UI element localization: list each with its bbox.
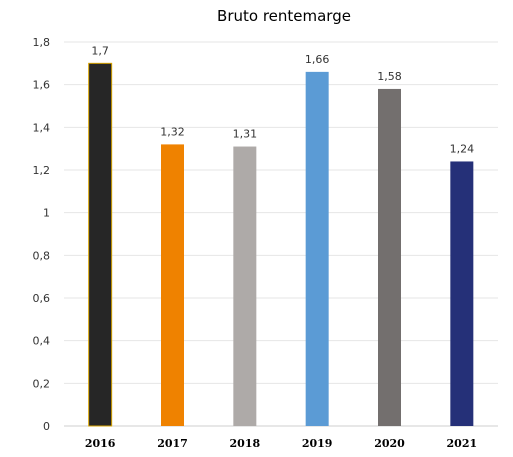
data-label-2017: 1,32 bbox=[160, 125, 185, 138]
data-label-2019: 1,66 bbox=[305, 53, 330, 66]
bar-2018 bbox=[233, 146, 257, 427]
data-labels: 1,7 1,32 1,31 1,66 1,58 1,24 bbox=[91, 44, 474, 155]
y-tick-label: 1,2 bbox=[33, 164, 51, 177]
x-tick-label-2021: 2021 bbox=[447, 437, 478, 450]
bar-2019 bbox=[305, 71, 329, 426]
bar-2020 bbox=[378, 88, 401, 426]
y-tick-label: 0 bbox=[43, 420, 50, 433]
y-tick-label: 0,4 bbox=[33, 335, 51, 348]
x-tick-label-2017: 2017 bbox=[157, 437, 188, 450]
y-tick-label: 1,4 bbox=[33, 121, 51, 134]
data-label-2016: 1,7 bbox=[91, 44, 109, 57]
data-label-2021: 1,24 bbox=[450, 142, 475, 155]
data-label-2020: 1,58 bbox=[377, 70, 402, 83]
x-axis-ticks: 2016 2017 2018 2019 2020 2021 bbox=[85, 437, 477, 450]
data-label-2018: 1,31 bbox=[233, 128, 258, 141]
x-tick-label-2020: 2020 bbox=[374, 437, 405, 450]
y-axis-ticks: 0 0,2 0,4 0,6 0,8 1 1,2 1,4 1,6 1,8 bbox=[33, 36, 51, 433]
bar-2016 bbox=[88, 62, 113, 427]
y-tick-label: 0,2 bbox=[33, 377, 51, 390]
y-tick-label: 0,6 bbox=[33, 292, 51, 305]
y-tick-label: 1 bbox=[43, 207, 50, 220]
bar-2017 bbox=[161, 144, 184, 426]
y-tick-label: 1,8 bbox=[33, 36, 51, 49]
y-tick-label: 1,6 bbox=[33, 79, 51, 92]
bars bbox=[88, 62, 474, 427]
y-tick-label: 0,8 bbox=[33, 249, 51, 262]
chart-title: Bruto rentemarge bbox=[217, 7, 351, 25]
x-tick-label-2019: 2019 bbox=[302, 437, 333, 450]
bar-2021 bbox=[450, 161, 474, 426]
x-tick-label-2016: 2016 bbox=[85, 437, 116, 450]
gridlines bbox=[64, 41, 498, 427]
x-tick-label-2018: 2018 bbox=[230, 437, 261, 450]
